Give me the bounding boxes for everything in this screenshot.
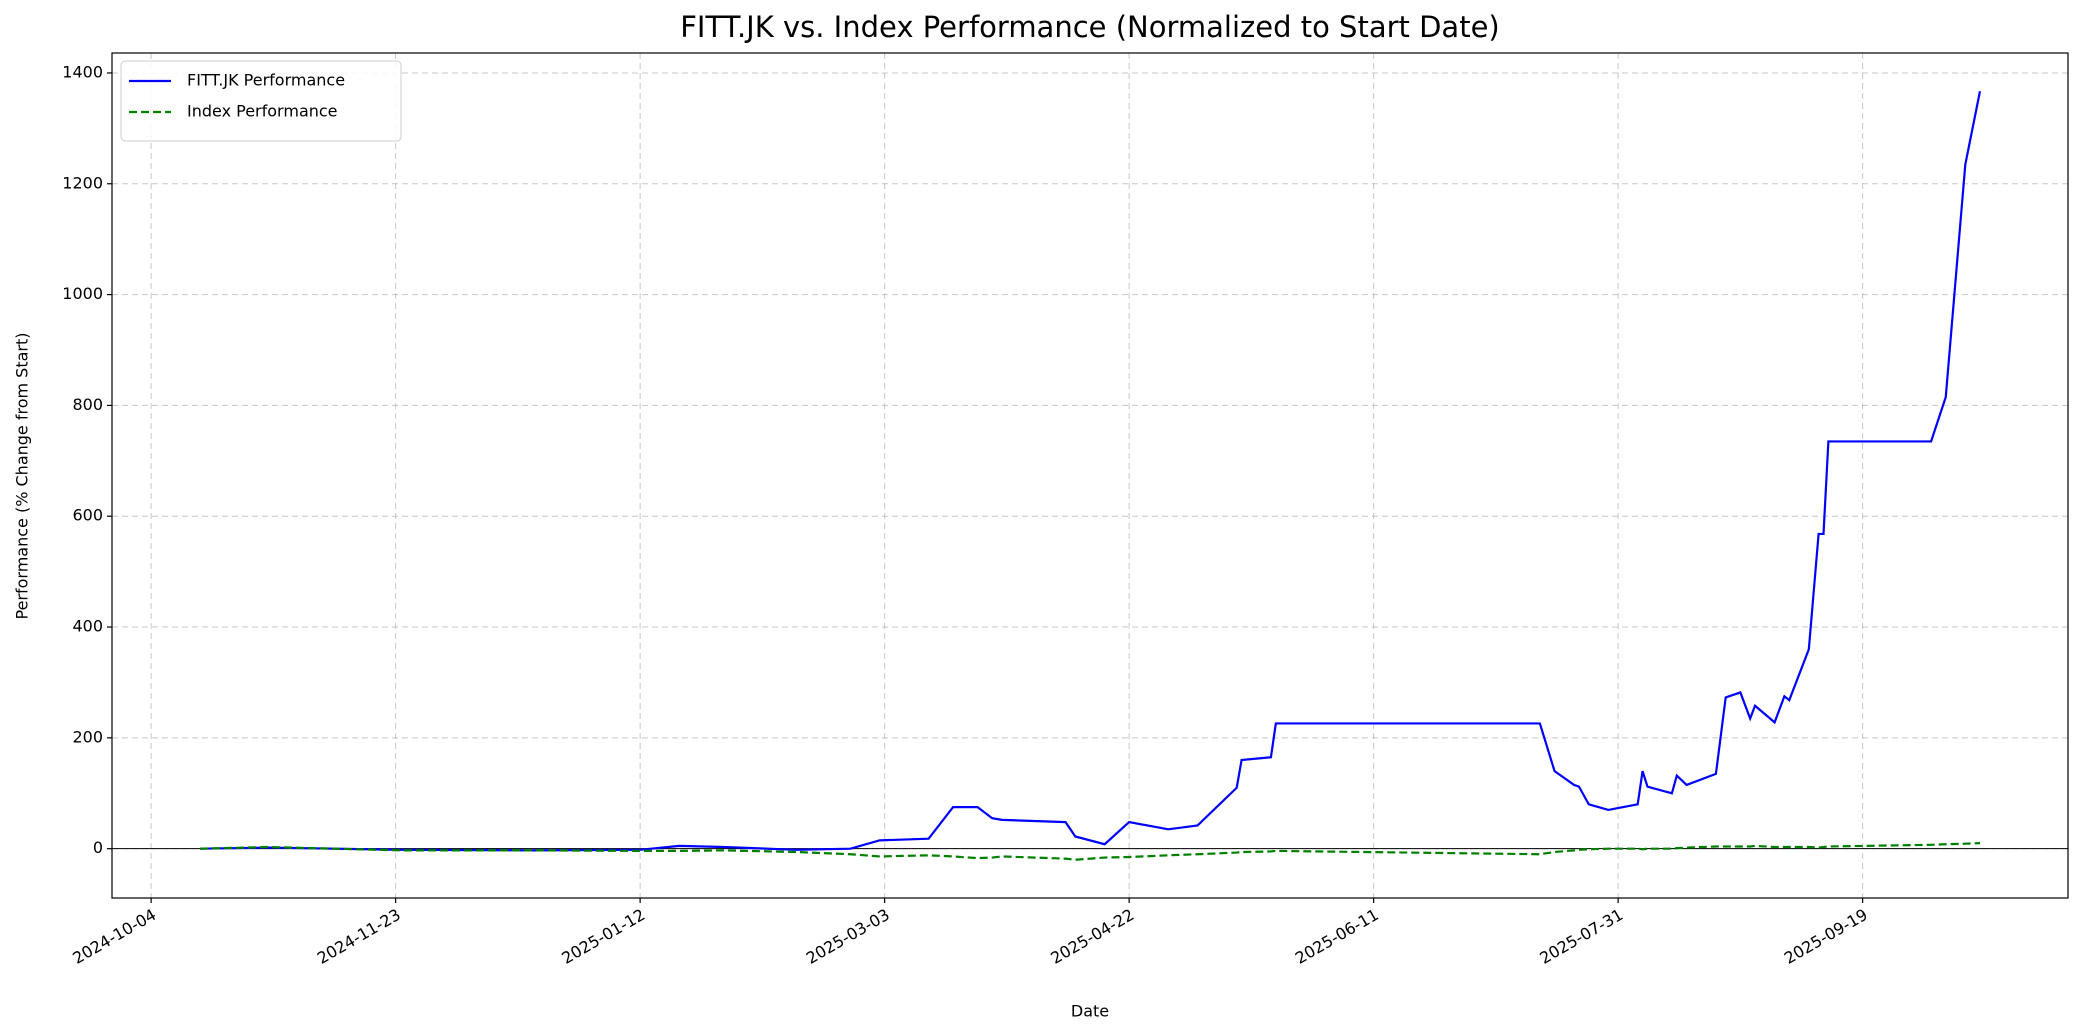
- x-tick-label: 2024-11-23: [314, 905, 404, 968]
- y-tick-label: 0: [93, 838, 103, 857]
- x-tick-label: 2025-09-19: [1781, 905, 1871, 968]
- series-line: [199, 842, 1981, 861]
- y-tick-label: 600: [72, 506, 103, 525]
- y-tick-label: 1400: [62, 62, 103, 81]
- y-axis-label: Performance (% Change from Start): [13, 333, 32, 620]
- chart-title: FITT.JK vs. Index Performance (Normalize…: [680, 10, 1499, 44]
- x-tick-label: 2025-07-31: [1536, 905, 1626, 968]
- x-tick-label: 2025-06-11: [1292, 905, 1382, 968]
- x-tick-label: 2025-03-03: [803, 905, 893, 968]
- x-tick-label: 2025-01-12: [558, 905, 648, 968]
- legend-box: [120, 60, 402, 142]
- legend-label: Index Performance: [187, 102, 338, 121]
- x-tick-label: 2025-04-22: [1047, 905, 1137, 968]
- y-tick-label: 1200: [62, 173, 103, 192]
- y-tick-label: 1000: [62, 284, 103, 303]
- x-tick-label: 2024-10-04: [69, 905, 159, 968]
- plot-frame: [111, 52, 2069, 899]
- x-axis-label: Date: [1071, 1002, 1109, 1021]
- legend-label: FITT.JK Performance: [187, 71, 345, 90]
- series-line: [200, 91, 1982, 852]
- y-tick-label: 200: [72, 727, 103, 746]
- y-tick-label: 400: [72, 617, 103, 636]
- y-tick-label: 800: [72, 395, 103, 414]
